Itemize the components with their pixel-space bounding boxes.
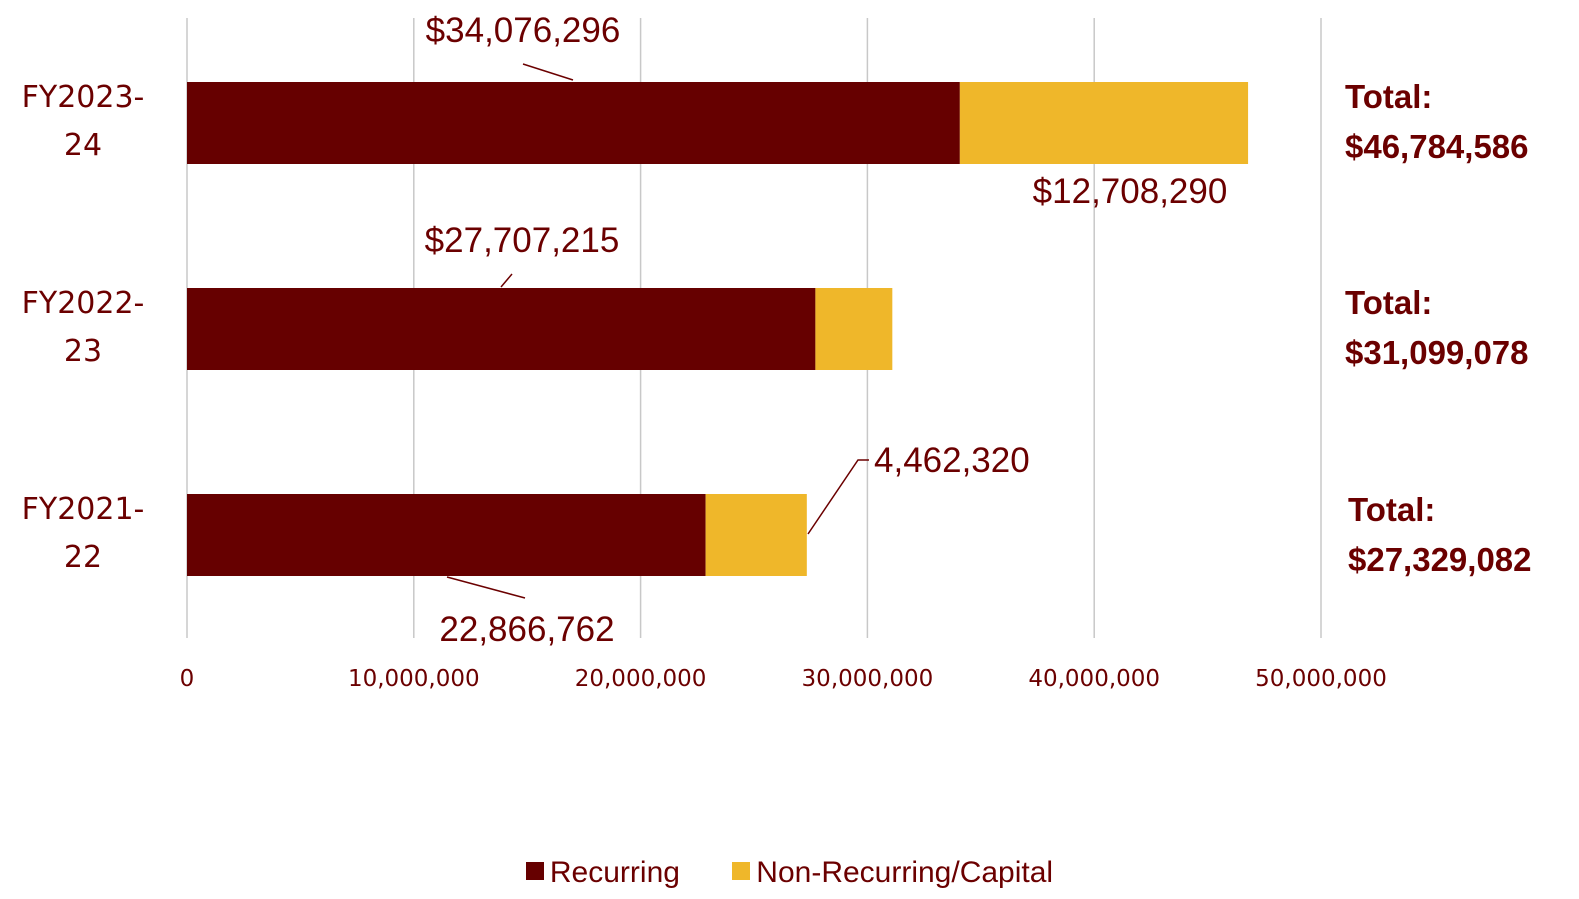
data-label: $34,076,296 [426,11,621,50]
total-label: Total: [1348,491,1435,528]
leader-line [500,273,513,288]
chart-legend: Recurring Non-Recurring/Capital [0,856,1579,890]
legend-label-recurring: Recurring [549,856,680,889]
x-tick-label: 10,000,000 [348,666,480,692]
leader-line [807,459,869,535]
x-tick-label: 30,000,000 [802,666,934,692]
x-tick-label: 50,000,000 [1255,666,1387,692]
category-label: 23 [64,334,102,369]
data-label: 22,866,762 [439,610,614,649]
bar-non-recurring [959,82,1249,164]
stacked-bar-chart: FY2023- 24 FY2022- 23 FY2021- 22 0 10,000,000 20… [22,11,1532,692]
leader-line [446,576,526,599]
bar-non-recurring [705,494,807,576]
legend-swatch-recurring [525,862,544,880]
category-label: FY2022- [22,286,145,321]
data-label: $12,708,290 [1033,172,1228,211]
category-label: 24 [64,128,102,163]
legend-item-recurring: Recurring [525,856,680,890]
x-tick-label: 20,000,000 [575,666,707,692]
total-value: $31,099,078 [1345,334,1529,371]
bar-non-recurring [815,288,893,370]
category-label: 22 [64,540,102,575]
legend-label-non-recurring: Non-Recurring/Capital [756,856,1054,889]
bar-recurring [187,494,706,576]
leader-line [522,63,574,81]
bar-recurring [187,288,816,370]
total-label: Total: [1345,284,1432,321]
category-label: FY2023- [22,80,145,115]
total-value: $46,784,586 [1345,128,1529,165]
x-tick-label: 0 [180,666,195,692]
data-label: $27,707,215 [425,221,620,260]
total-value: $27,329,082 [1348,541,1532,578]
category-label: FY2021- [22,492,145,527]
legend-swatch-non-recurring [732,862,751,880]
x-tick-label: 40,000,000 [1028,666,1160,692]
total-label: Total: [1345,78,1432,115]
data-label: 4,462,320 [874,441,1030,480]
bar-recurring [187,82,960,164]
legend-item-non-recurring: Non-Recurring/Capital [732,856,1053,890]
